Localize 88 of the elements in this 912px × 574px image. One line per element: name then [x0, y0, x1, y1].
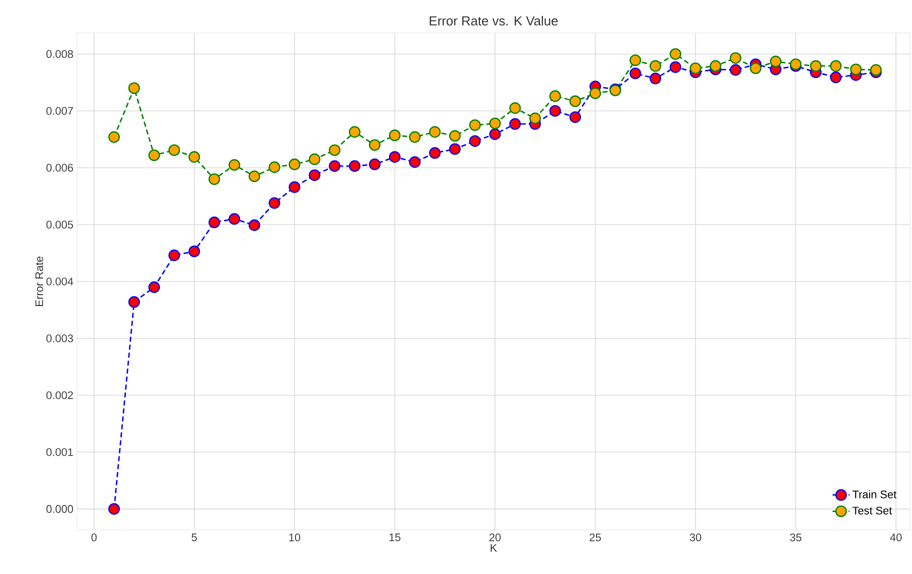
legend-label: Test Set — [852, 506, 892, 514]
point — [429, 126, 441, 138]
point — [228, 159, 240, 171]
point — [348, 160, 360, 172]
point — [770, 56, 782, 68]
point — [168, 144, 180, 156]
point — [449, 130, 461, 142]
point — [328, 160, 340, 172]
point — [650, 60, 662, 72]
point — [388, 151, 401, 163]
y-tick-label: 0.005 — [46, 220, 74, 229]
y-tick-label: 0.004 — [46, 278, 74, 286]
chart-title: Error Rate vs. K Value — [430, 16, 558, 26]
point — [630, 54, 642, 66]
point — [850, 64, 862, 76]
point — [128, 296, 140, 308]
point — [730, 64, 742, 76]
point — [128, 82, 140, 94]
point — [268, 197, 280, 209]
point — [228, 213, 240, 225]
point — [188, 246, 200, 258]
point — [148, 281, 160, 293]
x-tick-label: 0 — [91, 534, 97, 542]
y-tick-label: 0.000 — [46, 505, 74, 513]
y-tick-label: 0.001 — [46, 448, 73, 456]
point — [670, 48, 682, 60]
x-tick-label: 10 — [289, 534, 300, 542]
x-tick-label: 35 — [790, 534, 802, 542]
point — [148, 149, 160, 162]
point — [589, 87, 602, 100]
x-tick-label: 15 — [389, 534, 400, 542]
point — [549, 105, 561, 117]
point — [268, 161, 280, 173]
x-tick-label: 25 — [590, 534, 601, 542]
x-tick-label: 30 — [690, 534, 702, 542]
point — [409, 131, 421, 143]
point — [248, 219, 260, 231]
point — [248, 170, 260, 182]
point — [549, 90, 561, 102]
point — [710, 60, 722, 72]
point — [830, 60, 842, 72]
point — [429, 147, 441, 159]
point — [348, 126, 360, 138]
point — [388, 130, 401, 142]
y-tick-label: 0.003 — [46, 334, 73, 342]
point — [690, 62, 702, 74]
y-tick-label: 0.002 — [46, 391, 73, 400]
point — [469, 135, 481, 147]
point — [569, 95, 581, 108]
point — [569, 111, 581, 123]
y-tick-label: 0.007 — [46, 106, 73, 115]
point — [810, 60, 822, 72]
point — [208, 216, 220, 228]
x-tick-label: 20 — [489, 534, 501, 542]
point — [469, 119, 481, 131]
point — [670, 61, 682, 73]
point — [750, 62, 762, 74]
point — [870, 64, 882, 76]
point — [529, 112, 541, 124]
point — [308, 153, 320, 166]
point — [409, 156, 421, 168]
point — [730, 52, 742, 64]
point — [489, 118, 501, 130]
y-axis-title: Error Rate — [35, 256, 44, 306]
point — [489, 128, 501, 140]
point — [630, 68, 642, 80]
x-axis-title: K — [490, 544, 498, 552]
point — [830, 72, 842, 84]
point — [288, 158, 300, 170]
point — [368, 139, 381, 151]
y-tick-label: 0.006 — [46, 164, 73, 172]
point — [108, 503, 120, 515]
x-tick-label: 40 — [890, 534, 902, 542]
point — [188, 151, 200, 163]
point — [449, 143, 461, 155]
point — [308, 169, 320, 181]
point — [509, 102, 521, 114]
point — [328, 144, 340, 156]
point — [368, 158, 381, 170]
point — [168, 250, 180, 262]
point — [509, 118, 521, 130]
point — [650, 72, 662, 84]
x-tick-label: 5 — [192, 534, 197, 542]
point — [288, 181, 300, 193]
point — [108, 131, 120, 143]
point — [208, 173, 220, 185]
legend-label: Train Set — [852, 490, 896, 498]
y-tick-label: 0.008 — [46, 50, 73, 58]
